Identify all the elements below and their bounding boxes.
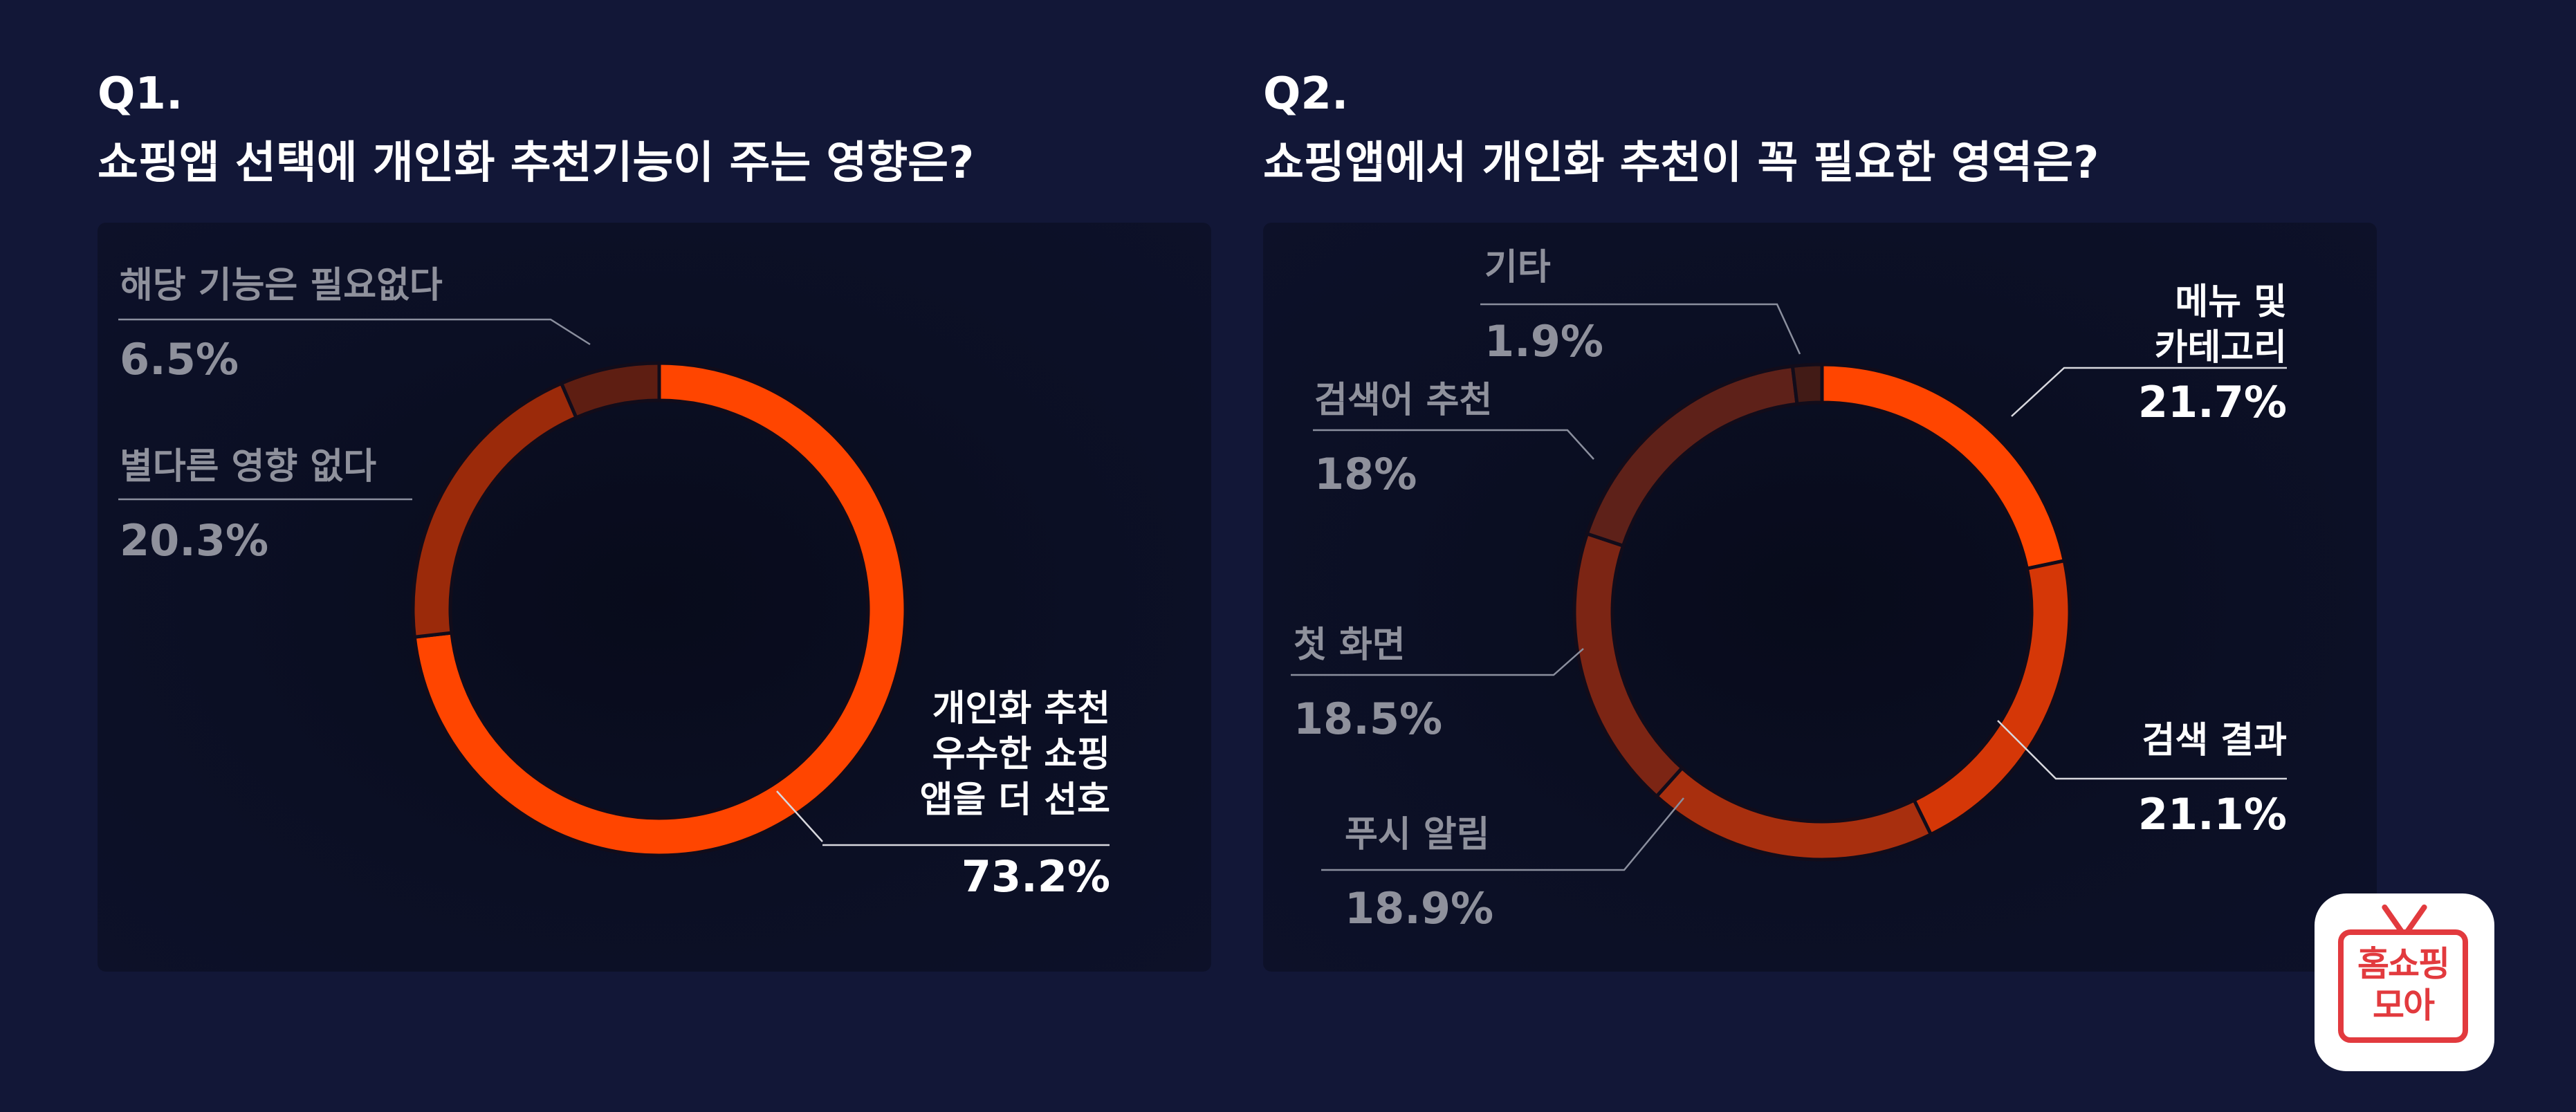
q2-slice-1 (1911, 558, 2072, 837)
q2-slice-name-3: 첫 화면 (1294, 624, 1406, 666)
q2-leader-line-1 (1997, 720, 2287, 780)
q1-donut-chart (118, 318, 1110, 858)
q1-slice-label-0: 개인화 추천 우수한 쇼핑 앱을 더 선호 73.2% (920, 686, 1110, 903)
q1-slice-2 (559, 361, 661, 420)
q1-slice-label-1: 별다른 영향 없다 20.3% (120, 444, 376, 567)
q2-question: 쇼핑앱에서 개인화 추천이 꼭 필요한 영역은? (1263, 138, 2099, 189)
tv-frame-icon: 홈쇼핑 모아 (2338, 929, 2468, 1043)
q2-slice-name-0b: 카테고리 (2154, 327, 2287, 369)
q2-slice-2 (1654, 766, 1933, 862)
q1-slice-value-0: 73.2% (961, 851, 1110, 902)
q1-slice-value-2: 6.5% (120, 334, 239, 384)
q2-slice-label-1: 검색 결과 21.1% (2138, 718, 2287, 841)
q1-number: Q1. (98, 68, 183, 120)
q2-slice-label-5: 기타 1.9% (1484, 245, 1603, 368)
q2-slice-5 (1790, 362, 1824, 406)
q2-slice-label-4: 검색어 추천 18% (1314, 378, 1492, 501)
q2-slice-name-2: 푸시 알림 (1345, 814, 1490, 855)
q1-slice-label-2: 해당 기능은 필요없다 6.5% (120, 263, 443, 386)
q1-slice-1 (411, 380, 579, 639)
q2-leader-line-5 (1480, 303, 1801, 355)
q2-leader-line-0 (2011, 367, 2287, 417)
q1-slice-name-1: 별다른 영향 없다 (120, 446, 377, 488)
q2-number: Q2. (1263, 68, 1349, 120)
logo-text-line1: 홈쇼핑 (2357, 944, 2450, 984)
q1-slice-value-1: 20.3% (120, 515, 269, 566)
q2-slice-4 (1585, 364, 1799, 548)
q1-question: 쇼핑앱 선택에 개인화 추천기능이 주는 영향은? (98, 138, 975, 189)
q1-title: Q1. 쇼핑앱 선택에 개인화 추천기능이 주는 영향은? (98, 59, 974, 198)
q2-chart-card: 메뉴 및 카테고리 21.7% 검색 결과 21.1% 푸시 알림 18.9% … (1263, 223, 2377, 972)
q2-slice-name-1: 검색 결과 (2142, 720, 2287, 761)
q1-slice-name-0b: 우수한 쇼핑 (932, 734, 1110, 775)
q2-title: Q2. 쇼핑앱에서 개인화 추천이 꼭 필요한 영역은? (1263, 59, 2099, 198)
q2-slice-0 (1820, 362, 2067, 571)
q2-slice-value-5: 1.9% (1484, 316, 1603, 367)
q1-slice-0 (412, 361, 908, 858)
q2-donut-chart (1291, 303, 2287, 871)
q1-slice-name-0c: 앱을 더 선호 (919, 779, 1110, 821)
q2-slice-name-5: 기타 (1484, 247, 1551, 288)
q2-slice-value-0: 21.7% (2137, 377, 2287, 427)
q2-slice-name-0: 메뉴 및 (2175, 281, 2287, 323)
q2-slice-3 (1572, 531, 1685, 799)
q2-slice-value-3: 18.5% (1294, 694, 1443, 744)
q1-slice-name-0: 개인화 추천 (932, 688, 1110, 730)
q2-slice-name-4: 검색어 추천 (1314, 380, 1493, 421)
q1-leader-line-0b (776, 790, 823, 842)
q2-slice-label-3: 첫 화면 18.5% (1294, 622, 1442, 745)
q1-leader-line-2 (118, 318, 591, 346)
q2-slice-label-2: 푸시 알림 18.9% (1345, 812, 1493, 935)
logo-text-line2: 모아 (2373, 985, 2435, 1026)
q2-slice-value-1: 21.1% (2137, 789, 2287, 840)
q2-slice-value-2: 18.9% (1345, 883, 1494, 934)
q2-leader-line-4 (1313, 429, 1594, 460)
q1-slice-name-2: 해당 기능은 필요없다 (120, 265, 443, 306)
q2-leader-line-3 (1291, 648, 1584, 676)
homeshopping-moa-logo: 홈쇼핑 모아 (2315, 893, 2494, 1071)
q2-slice-label-0: 메뉴 및 카테고리 21.7% (2138, 279, 2287, 429)
q2-leader-line-2 (1321, 797, 1684, 871)
q1-chart-card: 개인화 추천 우수한 쇼핑 앱을 더 선호 73.2% 별다른 영향 없다 20… (98, 223, 1211, 972)
q2-slice-value-4: 18% (1314, 449, 1417, 499)
